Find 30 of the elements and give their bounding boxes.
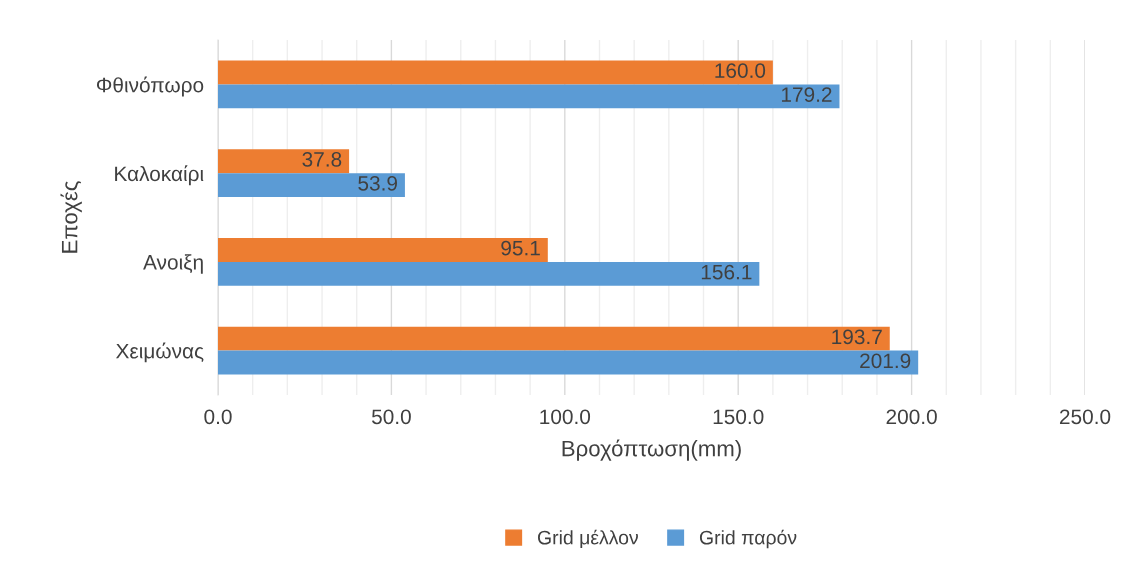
data-label: 95.1 bbox=[501, 240, 540, 256]
x-tick-label: 200.0 bbox=[886, 409, 937, 425]
bar bbox=[218, 84, 840, 109]
data-label: 179.2 bbox=[781, 87, 832, 102]
bar bbox=[218, 173, 405, 198]
bar bbox=[218, 350, 919, 375]
x-axis-title: Βροχόπτωση(mm) bbox=[562, 439, 741, 461]
y-tick-label: Χειμώνας bbox=[116, 342, 204, 363]
data-label: 160.0 bbox=[715, 63, 766, 78]
legend-label: Grid παρόν bbox=[699, 529, 797, 549]
bar bbox=[218, 149, 350, 174]
y-axis-title: Εποχές bbox=[60, 181, 82, 253]
data-label: 156.1 bbox=[701, 264, 752, 280]
bar bbox=[218, 326, 890, 351]
y-tick-label: Καλοκαίρι bbox=[115, 165, 204, 186]
y-tick-label: Φθινόπωρο bbox=[96, 76, 204, 97]
data-label: 201.9 bbox=[860, 353, 911, 369]
x-tick-label: 0.0 bbox=[204, 409, 232, 425]
data-label: 53.9 bbox=[358, 175, 398, 191]
legend-label: Grid μέλλον bbox=[537, 529, 638, 549]
y-tick-label: Ανοιξη bbox=[143, 254, 203, 274]
x-tick-label: 250.0 bbox=[1059, 409, 1111, 425]
x-tick-label: 150.0 bbox=[713, 409, 764, 425]
bar bbox=[218, 60, 773, 85]
bar bbox=[218, 237, 548, 262]
data-label: 37.8 bbox=[302, 151, 342, 167]
x-tick-label: 50.0 bbox=[371, 409, 411, 425]
data-label: 193.7 bbox=[832, 329, 882, 345]
bar bbox=[218, 261, 760, 286]
x-tick-label: 100.0 bbox=[540, 409, 591, 425]
